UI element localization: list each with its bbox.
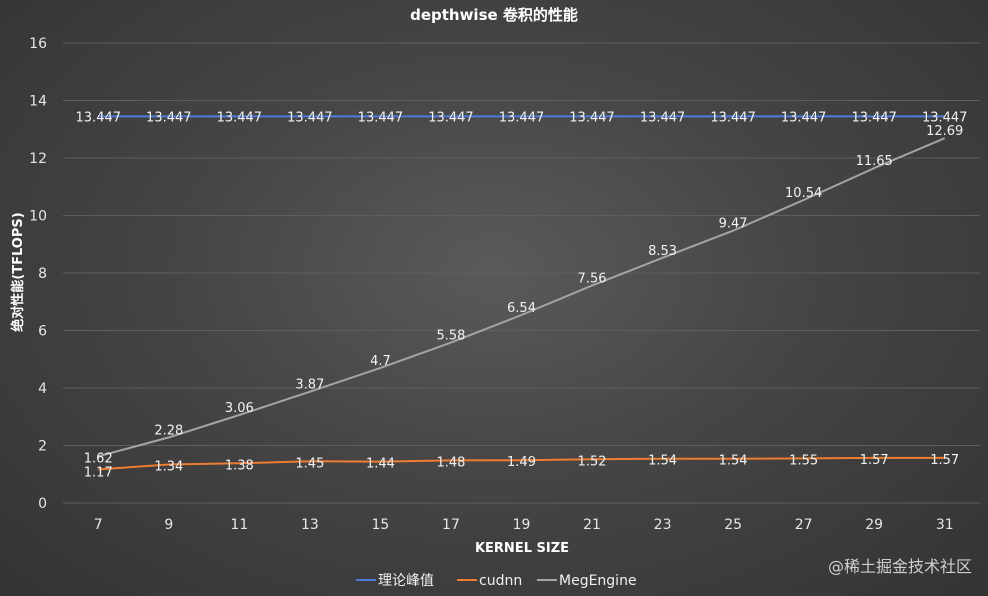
data-label: 1.48 xyxy=(436,455,465,470)
data-label: 1.38 xyxy=(225,458,254,473)
data-label: 1.57 xyxy=(930,453,959,468)
data-label: 1.34 xyxy=(154,459,183,474)
series-line-cudnn xyxy=(98,456,945,471)
data-label: 4.7 xyxy=(370,354,391,369)
legend-label: MegEngine xyxy=(559,573,637,589)
data-label: 9.47 xyxy=(719,217,748,232)
x-tick-label: 19 xyxy=(513,517,531,533)
y-tick-label: 4 xyxy=(38,381,47,397)
data-label: 13.447 xyxy=(499,110,545,125)
data-label: 1.54 xyxy=(648,454,677,469)
data-label: 1.17 xyxy=(84,465,113,480)
data-label: 13.447 xyxy=(358,110,404,125)
data-label: 10.54 xyxy=(785,186,822,201)
data-label: 13.447 xyxy=(851,110,897,125)
x-tick-label: 21 xyxy=(583,517,601,533)
data-labels: 13.447 13.447 13.447 13.447 13.447 13.447 13.4… xyxy=(76,110,968,480)
data-label: 1.52 xyxy=(578,454,607,469)
data-label: 5.58 xyxy=(436,329,465,344)
data-label: 1.62 xyxy=(84,451,113,466)
data-label: 11.65 xyxy=(856,154,893,169)
data-label: 1.55 xyxy=(789,453,818,468)
x-tick-label: 25 xyxy=(724,517,742,533)
data-label: 13.447 xyxy=(428,110,474,125)
series-lines xyxy=(98,115,946,471)
data-label: 13.447 xyxy=(146,110,192,125)
x-tick-label: 7 xyxy=(94,517,103,533)
x-tick-label: 29 xyxy=(865,517,883,533)
y-tick-label: 12 xyxy=(29,151,47,167)
data-label: 1.49 xyxy=(507,455,536,470)
gridlines xyxy=(63,42,980,504)
x-tick-label: 17 xyxy=(442,517,460,533)
data-label: 13.447 xyxy=(710,110,756,125)
x-tick-label: 11 xyxy=(230,517,248,533)
data-label: 3.87 xyxy=(295,378,324,393)
data-label: 13.447 xyxy=(217,110,263,125)
data-label: 13.447 xyxy=(640,110,686,125)
series-line-megengine xyxy=(98,137,946,458)
y-tick-label: 6 xyxy=(38,324,47,340)
data-label: 12.69 xyxy=(926,124,963,139)
y-tick-label: 0 xyxy=(38,496,47,512)
x-tick-label: 31 xyxy=(936,517,954,533)
data-label: 13.447 xyxy=(569,110,615,125)
y-tick-label: 16 xyxy=(29,36,47,52)
y-axis-ticks: 0 2 4 6 8 10 12 14 16 xyxy=(29,36,47,512)
chart-title: depthwise 卷积的性能 xyxy=(410,6,578,24)
data-label: 13.447 xyxy=(922,110,968,125)
data-label: 3.06 xyxy=(225,401,254,416)
data-label: 1.45 xyxy=(295,456,324,471)
x-tick-label: 9 xyxy=(164,517,173,533)
x-axis-title: KERNEL SIZE xyxy=(475,541,569,556)
data-label: 13.447 xyxy=(76,110,122,125)
x-tick-label: 15 xyxy=(372,517,390,533)
y-tick-label: 8 xyxy=(38,266,47,282)
x-tick-label: 27 xyxy=(795,517,813,533)
data-label: 7.56 xyxy=(578,272,607,287)
data-label: 2.28 xyxy=(154,423,183,438)
legend-label: 理论峰值 xyxy=(378,573,434,589)
y-tick-label: 14 xyxy=(29,94,47,110)
x-tick-label: 23 xyxy=(654,517,672,533)
y-tick-label: 10 xyxy=(29,209,47,225)
x-tick-label: 13 xyxy=(301,517,319,533)
legend-label: cudnn xyxy=(479,573,522,589)
y-axis-title: 绝对性能(TFLOPS) xyxy=(10,212,26,331)
data-label: 13.447 xyxy=(781,110,827,125)
data-label: 6.54 xyxy=(507,301,536,316)
legend: 理论峰值 cudnn MegEngine xyxy=(356,573,637,589)
data-label: 13.447 xyxy=(287,110,333,125)
data-label: 8.53 xyxy=(648,244,677,259)
y-tick-label: 2 xyxy=(38,439,47,455)
data-label: 1.54 xyxy=(719,454,748,469)
data-label: 1.44 xyxy=(366,457,395,472)
watermark-text: @稀土掘金技术社区 xyxy=(828,557,972,576)
data-label: 1.57 xyxy=(860,453,889,468)
x-axis-ticks: 7 9 11 13 15 17 19 21 23 25 27 29 31 xyxy=(94,517,954,533)
